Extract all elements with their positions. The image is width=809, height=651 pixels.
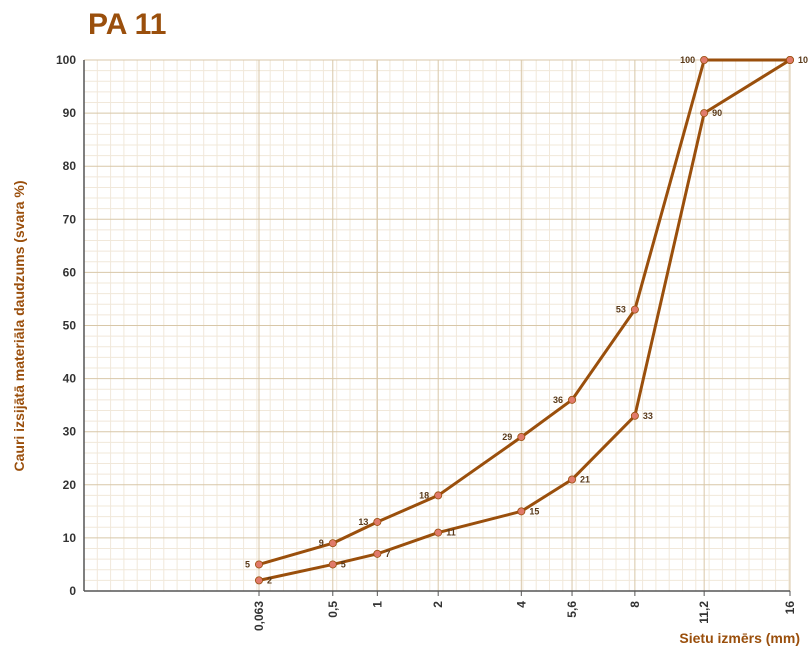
x-tick-label: 1 [370, 601, 384, 608]
x-tick-label: 8 [628, 601, 642, 608]
x-tick-label: 11,2 [697, 601, 711, 624]
series-2-data-label: 15 [529, 506, 539, 516]
series-2-data-label: 2 [267, 575, 272, 585]
series-1-data-label: 13 [358, 517, 368, 527]
series-1-data-label: 18 [419, 490, 429, 500]
y-tick-label: 60 [63, 265, 77, 279]
series-1-point [434, 491, 443, 500]
series-2-data-label: 90 [712, 108, 722, 118]
series-1-data-label: 29 [502, 432, 512, 442]
series-2-data-label: 33 [643, 411, 653, 421]
x-tick-label: 4 [514, 601, 528, 608]
series-1-data-label: 9 [319, 538, 324, 548]
series-2-data-label: 5 [341, 559, 346, 569]
series-2-point [700, 109, 709, 118]
series-2-line [258, 58, 791, 582]
x-tick-label: 0,063 [252, 601, 266, 631]
y-tick-label: 100 [56, 53, 76, 67]
x-tick-label: 2 [431, 601, 445, 608]
y-tick-label: 80 [63, 159, 77, 173]
x-axis-label: Sietu izmērs (mm) [679, 630, 800, 646]
y-tick-label: 50 [63, 319, 77, 333]
series-1-point [568, 395, 577, 404]
y-tick-label: 30 [63, 425, 77, 439]
series-2-point [434, 528, 443, 537]
series-2-data-label: 11 [446, 528, 456, 538]
y-tick-label: 0 [69, 584, 76, 598]
y-tick-label: 10 [63, 531, 77, 545]
series-1-data-label: 53 [616, 305, 626, 315]
series-1-point [254, 560, 263, 569]
series-1-line [258, 58, 790, 566]
series-2-point [373, 549, 382, 558]
series-2-point [328, 560, 337, 569]
series-1-data-label: 36 [553, 395, 563, 405]
y-tick-label: 70 [63, 212, 77, 226]
series-1-point [630, 305, 639, 314]
series-1-point [517, 433, 526, 442]
x-tick-label: 0,5 [326, 601, 340, 618]
series-2-data-label: 21 [580, 474, 590, 484]
x-tick-label: 16 [783, 601, 797, 615]
series-1-data-label: 5 [245, 559, 250, 569]
series-1-point [373, 517, 382, 526]
series-1-point [700, 56, 709, 65]
series-2-point [254, 576, 263, 585]
x-tick-label: 5,6 [565, 601, 579, 618]
y-tick-label: 40 [63, 372, 77, 386]
series-2-point [630, 411, 639, 420]
series-2-point [568, 475, 577, 484]
y-axis-label: Cauri izsijātā materiāla daudzums (svara… [11, 181, 27, 472]
series-1-data-label: 100 [680, 55, 695, 65]
y-tick-label: 90 [63, 106, 77, 120]
series-2-data-label: 7 [385, 549, 390, 559]
series-2-point [517, 507, 526, 516]
series-2-point [786, 56, 795, 65]
y-tick-label: 20 [63, 478, 77, 492]
series-1-data-label: 10 [798, 55, 808, 65]
series-1-point [328, 539, 337, 548]
chart-title: PA 11 [88, 8, 167, 41]
